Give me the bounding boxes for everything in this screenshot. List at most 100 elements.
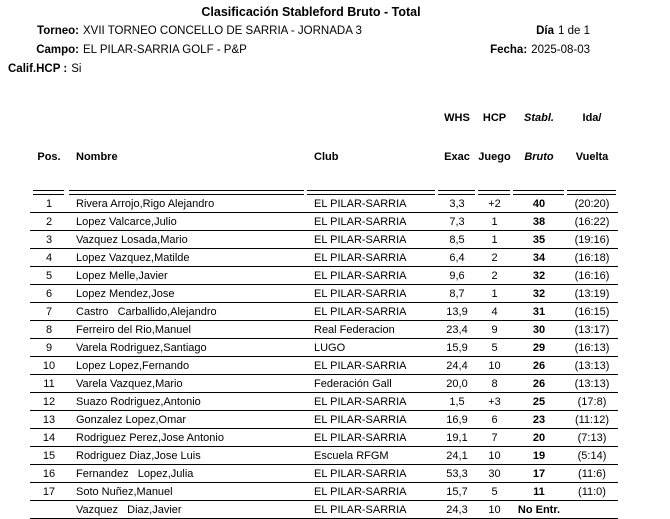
cell-out-in: (16:13) bbox=[566, 338, 618, 357]
cell-stableford-gross: 35 bbox=[512, 230, 566, 249]
hcp-qualify-label: Calif.HCP : bbox=[8, 63, 68, 75]
cell-stableford-gross: 31 bbox=[512, 302, 566, 321]
cell-out-in: (16:18) bbox=[566, 248, 618, 267]
cell-player-name: Lopez Valcarce,Julio bbox=[68, 212, 306, 231]
cell-player-name: Vazquez Losada,Mario bbox=[68, 230, 306, 249]
cell-club: EL PILAR-SARRIA bbox=[306, 212, 437, 231]
day-label: Día bbox=[536, 25, 555, 37]
cell-whs-exact: 24,1 bbox=[437, 446, 477, 465]
table-row: 10 Lopez Lopez,Fernando EL PILAR-SARRIA … bbox=[30, 356, 618, 375]
cell-position: 11 bbox=[30, 374, 68, 393]
cell-stableford-gross: 34 bbox=[512, 248, 566, 267]
cell-whs-exact: 16,9 bbox=[437, 410, 477, 429]
cell-club: Federación Gall bbox=[306, 374, 437, 393]
cell-club: EL PILAR-SARRIA bbox=[306, 356, 437, 375]
cell-stableford-gross: 32 bbox=[512, 284, 566, 303]
cell-hcp-playing: 10 bbox=[477, 500, 512, 519]
cell-club: EL PILAR-SARRIA bbox=[306, 248, 437, 267]
cell-out-in: (11:0) bbox=[566, 482, 618, 501]
results-tbody: 1 Rivera Arrojo,Rigo Alejandro EL PILAR-… bbox=[30, 195, 618, 519]
table-row: 2 Lopez Valcarce,Julio EL PILAR-SARRIA 7… bbox=[30, 212, 618, 231]
table-row: 4 Lopez Vazquez,Matilde EL PILAR-SARRIA … bbox=[30, 248, 618, 267]
cell-club: EL PILAR-SARRIA bbox=[306, 266, 437, 285]
cell-position: 15 bbox=[30, 446, 68, 465]
cell-position: 6 bbox=[30, 284, 68, 303]
cell-position: 13 bbox=[30, 410, 68, 429]
cell-out-in: (16:16) bbox=[566, 266, 618, 285]
cell-player-name: Lopez Mendez,Jose bbox=[68, 284, 306, 303]
cell-whs-exact: 1,5 bbox=[437, 392, 477, 411]
cell-club: EL PILAR-SARRIA bbox=[306, 500, 437, 519]
cell-stableford-gross: No Entr. bbox=[512, 500, 566, 519]
day-line: Día 1 de 1 bbox=[536, 25, 590, 38]
cell-hcp-playing: 2 bbox=[477, 266, 512, 285]
table-row: 7 Castro Carballido,Alejandro EL PILAR-S… bbox=[30, 302, 618, 321]
cell-position: 1 bbox=[30, 195, 68, 213]
cell-whs-exact: 3,3 bbox=[437, 195, 477, 213]
tournament-label: Torneo: bbox=[37, 25, 79, 37]
cell-hcp-playing: 2 bbox=[477, 248, 512, 267]
cell-club: Escuela RFGM bbox=[306, 446, 437, 465]
cell-player-name: Soto Nuñez,Manuel bbox=[68, 482, 306, 501]
hcp-qualify-value: Si bbox=[71, 63, 82, 75]
cell-stableford-gross: 30 bbox=[512, 320, 566, 339]
cell-whs-exact: 24,3 bbox=[437, 500, 477, 519]
cell-player-name: Gonzalez Lopez,Omar bbox=[68, 410, 306, 429]
cell-hcp-playing: 1 bbox=[477, 212, 512, 231]
cell-position: 3 bbox=[30, 230, 68, 249]
cell-player-name: Suazo Rodriguez,Antonio bbox=[68, 392, 306, 411]
header-ida-vuelta: Ida/ Vuelta bbox=[566, 86, 618, 195]
header-hcp-juego: HCP Juego bbox=[477, 86, 512, 195]
cell-stableford-gross: 19 bbox=[512, 446, 566, 465]
cell-stableford-gross: 20 bbox=[512, 428, 566, 447]
cell-stableford-gross: 32 bbox=[512, 266, 566, 285]
cell-club: EL PILAR-SARRIA bbox=[306, 464, 437, 483]
cell-position: 5 bbox=[30, 266, 68, 285]
cell-hcp-playing: 1 bbox=[477, 230, 512, 249]
cell-hcp-playing: 5 bbox=[477, 338, 512, 357]
cell-hcp-playing: 7 bbox=[477, 428, 512, 447]
cell-hcp-playing: 8 bbox=[477, 374, 512, 393]
cell-whs-exact: 23,4 bbox=[437, 320, 477, 339]
cell-club: EL PILAR-SARRIA bbox=[306, 195, 437, 213]
table-row: 1 Rivera Arrojo,Rigo Alejandro EL PILAR-… bbox=[30, 195, 618, 213]
cell-out-in: (13:13) bbox=[566, 374, 618, 393]
cell-hcp-playing: 10 bbox=[477, 446, 512, 465]
course-label: Campo: bbox=[36, 44, 79, 56]
cell-whs-exact: 24,4 bbox=[437, 356, 477, 375]
cell-whs-exact: 13,9 bbox=[437, 302, 477, 321]
cell-out-in: (16:22) bbox=[566, 212, 618, 231]
cell-club: EL PILAR-SARRIA bbox=[306, 428, 437, 447]
date-label: Fecha: bbox=[490, 44, 528, 56]
page-title: Clasificación Stableford Bruto - Total bbox=[201, 5, 421, 19]
cell-out-in: (13:19) bbox=[566, 284, 618, 303]
cell-position: 12 bbox=[30, 392, 68, 411]
cell-position: 9 bbox=[30, 338, 68, 357]
results-table: Pos. Nombre Club WHS Exac HCP Juego Stab… bbox=[30, 86, 618, 519]
header-nombre: Nombre bbox=[68, 86, 306, 195]
header-club: Club bbox=[306, 86, 437, 195]
cell-out-in: (16:15) bbox=[566, 302, 618, 321]
course-value: EL PILAR-SARRIA GOLF - P&P bbox=[83, 44, 247, 56]
cell-stableford-gross: 11 bbox=[512, 482, 566, 501]
cell-hcp-playing: 5 bbox=[477, 482, 512, 501]
cell-club: EL PILAR-SARRIA bbox=[306, 302, 437, 321]
cell-player-name: Varela Vazquez,Mario bbox=[68, 374, 306, 393]
table-row: 9 Varela Rodriguez,Santiago LUGO 15,9 5 … bbox=[30, 338, 618, 357]
table-row: 16 Fernandez Lopez,Julia EL PILAR-SARRIA… bbox=[30, 464, 618, 483]
cell-position bbox=[30, 500, 68, 519]
cell-stableford-gross: 23 bbox=[512, 410, 566, 429]
table-row: 15 Rodriguez Diaz,Jose Luis Escuela RFGM… bbox=[30, 446, 618, 465]
cell-position: 17 bbox=[30, 482, 68, 501]
hcp-qualify-line: Calif.HCP : Si bbox=[8, 63, 81, 76]
cell-whs-exact: 8,5 bbox=[437, 230, 477, 249]
cell-club: EL PILAR-SARRIA bbox=[306, 410, 437, 429]
cell-club: LUGO bbox=[306, 338, 437, 357]
cell-position: 10 bbox=[30, 356, 68, 375]
table-row: 6 Lopez Mendez,Jose EL PILAR-SARRIA 8,7 … bbox=[30, 284, 618, 303]
cell-out-in: (13:13) bbox=[566, 356, 618, 375]
cell-whs-exact: 9,6 bbox=[437, 266, 477, 285]
cell-out-in: (13:17) bbox=[566, 320, 618, 339]
cell-whs-exact: 15,9 bbox=[437, 338, 477, 357]
cell-player-name: Lopez Vazquez,Matilde bbox=[68, 248, 306, 267]
